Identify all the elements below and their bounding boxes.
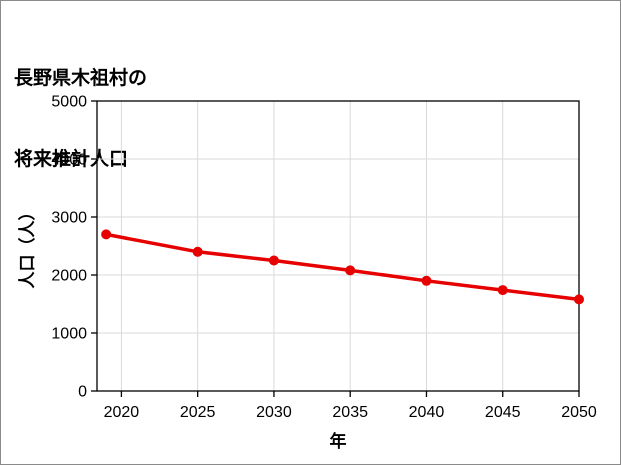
- y-tick-label: 4000: [51, 152, 87, 169]
- data-point: [574, 294, 584, 305]
- population-line-chart: 2020 2025 2030 2035 2040 2045 2050 0 1000 2000 300…: [1, 89, 620, 464]
- plot-border: [96, 100, 580, 392]
- population-line: [104, 232, 581, 302]
- data-point: [421, 275, 432, 286]
- y-tick-label: 2000: [51, 268, 87, 285]
- population-chart-svg: 2020 2025 2030 2035 2040 2045 2050 0 1000 2000 300…: [17, 94, 597, 452]
- chart-title: 長野県木祖村の 将来推計人口: [14, 11, 147, 227]
- x-tick-label: 2050: [561, 404, 597, 421]
- data-point: [101, 229, 112, 240]
- data-point: [497, 285, 508, 296]
- x-tick-label: 2020: [104, 404, 140, 421]
- y-tick-label: 0: [78, 384, 87, 401]
- data-point: [268, 255, 279, 266]
- x-axis-label: 年: [330, 431, 347, 451]
- y-tick-label: 5000: [51, 94, 87, 111]
- data-point: [345, 265, 356, 276]
- x-tick-label: 2035: [332, 404, 368, 421]
- chart-title-line1: 長野県木祖村の: [14, 68, 148, 89]
- x-tick-label: 2025: [180, 404, 216, 421]
- x-tick-label: 2040: [409, 404, 445, 421]
- x-tick-label: 2045: [485, 404, 521, 421]
- y-tick-label: 1000: [51, 326, 87, 343]
- y-tick-label: 3000: [51, 210, 87, 227]
- x-tick-label: 2030: [256, 404, 292, 421]
- data-point: [192, 246, 203, 257]
- y-axis-label: 人口（人）: [17, 204, 37, 289]
- chart-title-line2: 将来推計人口: [14, 149, 129, 170]
